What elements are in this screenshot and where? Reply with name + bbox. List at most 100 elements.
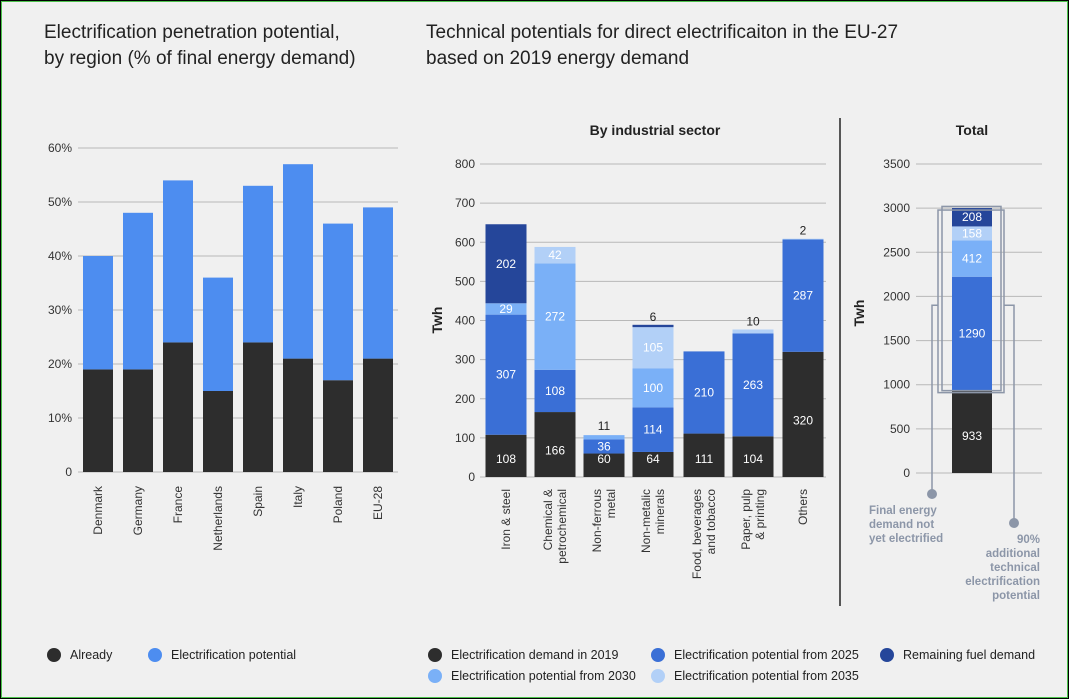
sector-bar-food-beverages-and-tobacco-electrification-potential-from-2025 <box>683 351 725 434</box>
annotation-left-text: Final energy <box>869 505 937 517</box>
sector-y-tick-label: 300 <box>455 353 475 367</box>
region-y-tick-label: 30% <box>48 303 72 317</box>
sector-bar-iron-steel-electrification-potential-from-2025 <box>485 314 527 435</box>
legend-swatch-demand-2019 <box>428 648 442 662</box>
annotation-left-text: yet electrified <box>869 533 943 545</box>
region-x-tick-label: France <box>171 486 185 524</box>
sector-data-label: 64 <box>646 452 660 466</box>
region-bar-spain-electrification-potential <box>243 185 273 343</box>
region-y-tick-label: 0 <box>65 465 72 479</box>
sector-x-tick-label: Chemical & <box>541 489 555 550</box>
annotation-right-text: technical <box>990 562 1040 574</box>
legend-label-potential-2035: Electrification potential from 2035 <box>674 669 859 683</box>
total-y-axis-label: Twh <box>851 300 867 327</box>
sector-bar-non-metalic-minerals-electrification-demand-in-2019 <box>632 451 674 477</box>
sector-data-label: 104 <box>743 452 763 466</box>
sector-data-label: 36 <box>597 439 611 453</box>
region-bar-france-already <box>163 342 193 472</box>
region-bar-eu-28-electrification-potential <box>363 207 393 359</box>
sector-x-tick-label: metal <box>604 489 618 518</box>
region-bar-denmark-electrification-potential <box>83 256 113 370</box>
total-bar-electrification-demand-in-2019 <box>952 390 992 473</box>
region-bar-netherlands-electrification-potential <box>203 277 233 391</box>
sector-bar-non-metalic-minerals-electrification-potential-from-2035 <box>632 327 674 369</box>
total-data-label: 208 <box>962 210 982 224</box>
legend-swatch-potential-2035 <box>651 669 665 683</box>
sector-data-label: 6 <box>650 310 657 324</box>
total-bar-electrification-potential-from-2025 <box>952 276 992 391</box>
total-bracket-outer <box>937 209 1005 394</box>
sector-data-label: 111 <box>695 452 714 466</box>
legend-item-electrification-potential: Electrification potential <box>148 648 296 662</box>
region-y-tick-label: 60% <box>48 141 72 155</box>
sector-x-tick-label: minerals <box>653 489 667 534</box>
sector-y-tick-label: 0 <box>468 470 475 484</box>
annotation-right-text: additional <box>986 548 1040 560</box>
sector-data-label: 108 <box>545 384 565 398</box>
sector-data-label: 11 <box>598 419 611 433</box>
sector-data-label: 2 <box>800 224 807 238</box>
legend-label-potential-2025: Electrification potential from 2025 <box>674 648 859 662</box>
sector-data-label: 202 <box>496 257 516 271</box>
legend-label-remaining-fuel: Remaining fuel demand <box>903 648 1036 662</box>
region-bar-spain-already <box>243 342 273 472</box>
left-title-line-2: by region (% of final energy demand) <box>44 48 356 69</box>
sector-y-tick-label: 200 <box>455 392 475 406</box>
sector-x-tick-label: Iron & steel <box>499 489 513 550</box>
total-bar-remaining-fuel-demand <box>952 208 992 227</box>
sector-data-label: 272 <box>545 310 565 324</box>
sector-data-label: 210 <box>694 385 714 399</box>
region-x-tick-label: Spain <box>251 486 265 517</box>
region-x-tick-label: Netherlands <box>211 486 225 551</box>
sector-data-label: 10 <box>746 314 760 328</box>
total-y-tick-label: 1000 <box>883 378 910 392</box>
sector-x-tick-label: Non-ferrous <box>590 489 604 552</box>
region-bar-france-electrification-potential <box>163 180 193 343</box>
sector-bar-others-electrification-potential-from-2025 <box>782 239 824 352</box>
legend-item-potential-2025: Electrification potential from 2025 <box>651 648 859 662</box>
region-x-tick-label: Italy <box>291 486 305 508</box>
region-y-tick-label: 10% <box>48 411 72 425</box>
sector-y-axis-label: Twh <box>429 307 445 334</box>
legend-swatch-remaining-fuel <box>880 648 894 662</box>
annotation-connector-right <box>1004 304 1015 523</box>
region-bar-italy-electrification-potential <box>283 164 313 359</box>
sector-x-tick-label: Non-metalic <box>639 489 653 553</box>
sector-y-tick-label: 500 <box>455 274 475 288</box>
sector-y-tick-label: 600 <box>455 235 475 249</box>
total-chart-title: Total <box>956 122 988 138</box>
annotation-dot-left <box>927 489 937 499</box>
right-chart-title: Technical potentials for direct electrif… <box>426 20 898 72</box>
total-bar-electrification-potential-from-2030 <box>952 240 992 277</box>
region-x-tick-label: Denmark <box>91 485 105 535</box>
total-y-tick-label: 0 <box>903 466 910 480</box>
sector-bar-non-ferrous-metal-electrification-potential-from-2025 <box>583 439 625 454</box>
legend-swatch-already <box>47 648 61 662</box>
total-data-label: 158 <box>962 226 982 240</box>
sector-bar-food-beverages-and-tobacco-electrification-demand-in-2019 <box>683 433 725 477</box>
legend-label-electrification-potential: Electrification potential <box>171 648 297 662</box>
sector-x-tick-label: Paper, pulp <box>739 489 753 550</box>
legend-item-demand-2019: Electrification demand in 2019 <box>428 648 618 662</box>
sector-x-tick-label: petrochemical <box>555 489 569 564</box>
total-y-tick-label: 3000 <box>883 201 910 215</box>
sector-data-label: 287 <box>793 289 813 303</box>
region-x-tick-label: Germany <box>131 486 145 535</box>
annotation-right-text: electrification <box>965 576 1040 588</box>
annotation-right-text: 90% <box>1017 534 1040 546</box>
sector-data-label: 108 <box>496 452 516 466</box>
total-data-label: 933 <box>962 429 982 443</box>
region-y-tick-label: 40% <box>48 249 72 263</box>
annotation-connector-left <box>931 304 938 494</box>
total-data-label: 1290 <box>959 327 986 341</box>
sector-data-label: 60 <box>597 452 611 466</box>
sector-y-tick-label: 400 <box>455 314 475 328</box>
left-title-line-1: Electrification penetration potential, <box>44 22 340 43</box>
sector-bar-iron-steel-remaining-fuel-demand <box>485 224 527 304</box>
annotation-right-text: potential <box>992 590 1040 602</box>
sector-bar-non-metalic-minerals-electrification-potential-from-2030 <box>632 368 674 408</box>
total-bracket-potential <box>941 205 1002 392</box>
sector-data-label: 105 <box>643 341 663 355</box>
